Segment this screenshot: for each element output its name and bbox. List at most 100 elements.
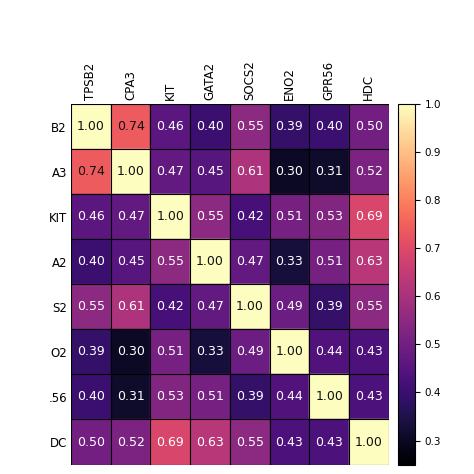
- Text: 0.31: 0.31: [117, 391, 145, 403]
- Bar: [151, 239, 190, 284]
- Bar: [190, 149, 230, 194]
- Bar: [71, 194, 111, 239]
- Text: 0.33: 0.33: [275, 255, 303, 268]
- Bar: [309, 149, 349, 194]
- Text: 1.00: 1.00: [77, 120, 105, 133]
- Bar: [111, 239, 151, 284]
- Text: 0.31: 0.31: [315, 165, 343, 178]
- Bar: [111, 374, 151, 419]
- Bar: [71, 284, 111, 329]
- Bar: [270, 194, 309, 239]
- Bar: [111, 104, 151, 149]
- Text: 0.49: 0.49: [236, 346, 264, 358]
- Text: 0.51: 0.51: [275, 210, 303, 223]
- Bar: [151, 194, 190, 239]
- Bar: [270, 239, 309, 284]
- Bar: [349, 374, 389, 419]
- Bar: [270, 374, 309, 419]
- Bar: [349, 239, 389, 284]
- Text: 0.55: 0.55: [196, 210, 224, 223]
- Text: 0.46: 0.46: [156, 120, 184, 133]
- Text: 0.49: 0.49: [275, 301, 303, 313]
- Text: 0.50: 0.50: [355, 120, 383, 133]
- Text: 0.43: 0.43: [355, 391, 383, 403]
- Text: 0.39: 0.39: [315, 301, 343, 313]
- Text: 0.47: 0.47: [156, 165, 184, 178]
- Text: 0.53: 0.53: [315, 210, 343, 223]
- Text: 0.61: 0.61: [117, 301, 145, 313]
- Text: 0.30: 0.30: [117, 346, 145, 358]
- Bar: [71, 149, 111, 194]
- Text: 0.47: 0.47: [196, 301, 224, 313]
- Text: 1.00: 1.00: [236, 301, 264, 313]
- Bar: [270, 104, 309, 149]
- Bar: [71, 329, 111, 374]
- Text: 0.39: 0.39: [275, 120, 303, 133]
- Bar: [349, 104, 389, 149]
- Text: 0.53: 0.53: [156, 391, 184, 403]
- Bar: [151, 149, 190, 194]
- Text: 1.00: 1.00: [117, 165, 145, 178]
- Bar: [111, 149, 151, 194]
- Text: 0.44: 0.44: [315, 346, 343, 358]
- Text: 0.44: 0.44: [275, 391, 303, 403]
- Text: 0.55: 0.55: [236, 436, 264, 448]
- Text: 0.46: 0.46: [77, 210, 105, 223]
- Text: 1.00: 1.00: [156, 210, 184, 223]
- Bar: [71, 419, 111, 465]
- Text: 0.63: 0.63: [196, 436, 224, 448]
- Text: 0.33: 0.33: [196, 346, 224, 358]
- Text: 1.00: 1.00: [355, 436, 383, 448]
- Text: 0.39: 0.39: [236, 391, 264, 403]
- Text: 1.00: 1.00: [196, 255, 224, 268]
- Text: 0.45: 0.45: [117, 255, 145, 268]
- Bar: [190, 239, 230, 284]
- Bar: [190, 329, 230, 374]
- Text: 0.40: 0.40: [77, 255, 105, 268]
- Bar: [111, 419, 151, 465]
- Bar: [230, 149, 270, 194]
- Bar: [151, 329, 190, 374]
- Bar: [111, 329, 151, 374]
- Text: 0.42: 0.42: [236, 210, 264, 223]
- Bar: [230, 374, 270, 419]
- Bar: [190, 419, 230, 465]
- Text: 0.74: 0.74: [117, 120, 145, 133]
- Bar: [270, 329, 309, 374]
- Bar: [270, 419, 309, 465]
- Text: 0.55: 0.55: [355, 301, 383, 313]
- Text: 1.00: 1.00: [275, 346, 303, 358]
- Bar: [309, 374, 349, 419]
- Text: 0.40: 0.40: [196, 120, 224, 133]
- Text: 0.69: 0.69: [355, 210, 383, 223]
- Text: 0.55: 0.55: [236, 120, 264, 133]
- Text: 0.51: 0.51: [315, 255, 343, 268]
- Bar: [309, 104, 349, 149]
- Text: 0.55: 0.55: [156, 255, 184, 268]
- Text: 0.74: 0.74: [77, 165, 105, 178]
- Bar: [349, 329, 389, 374]
- Bar: [190, 104, 230, 149]
- Text: 0.39: 0.39: [77, 346, 105, 358]
- Text: 0.51: 0.51: [156, 346, 184, 358]
- Bar: [151, 419, 190, 465]
- Bar: [151, 104, 190, 149]
- Text: 0.69: 0.69: [156, 436, 184, 448]
- Text: 1.00: 1.00: [315, 391, 343, 403]
- Bar: [111, 194, 151, 239]
- Bar: [190, 284, 230, 329]
- Bar: [71, 104, 111, 149]
- Text: 0.42: 0.42: [156, 301, 184, 313]
- Text: 0.40: 0.40: [77, 391, 105, 403]
- Bar: [230, 239, 270, 284]
- Bar: [230, 419, 270, 465]
- Bar: [230, 104, 270, 149]
- Bar: [151, 284, 190, 329]
- Bar: [190, 194, 230, 239]
- Bar: [111, 284, 151, 329]
- Bar: [309, 284, 349, 329]
- Text: 0.52: 0.52: [117, 436, 145, 448]
- Bar: [71, 239, 111, 284]
- Bar: [190, 374, 230, 419]
- Bar: [349, 194, 389, 239]
